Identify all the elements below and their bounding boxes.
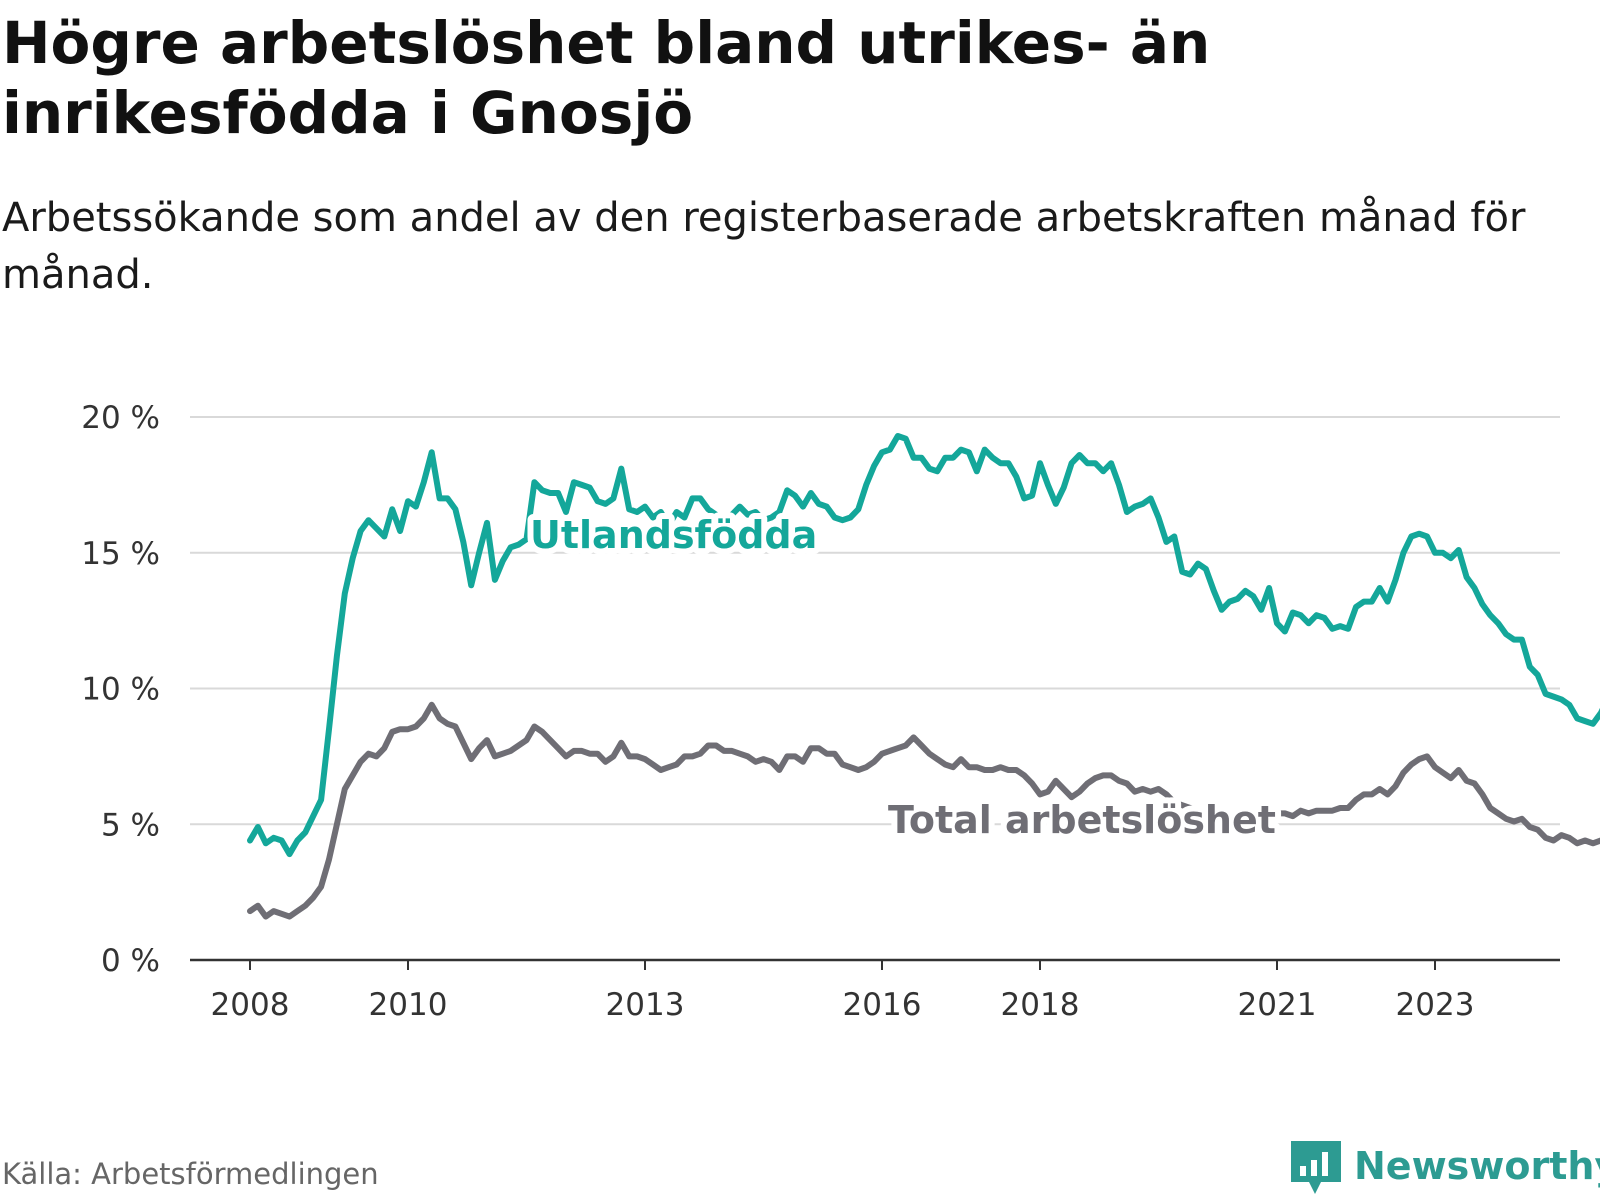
source-note: Källa: Arbetsförmedlingen xyxy=(2,1157,379,1191)
label-utlandsfodda: Utlandsfödda xyxy=(530,513,817,557)
x-tick-label: 2018 xyxy=(1001,987,1080,1023)
label-total-arbetsloshet-halo: Total arbetslöshet xyxy=(888,798,1276,842)
total-line xyxy=(247,701,1600,920)
y-tick-label: 10 % xyxy=(81,672,160,708)
y-axis-ticks: 0 % 5 % 10 % 15 % 20 % xyxy=(81,400,160,979)
x-tick-label: 2021 xyxy=(1238,987,1317,1023)
gridlines xyxy=(190,416,1560,826)
brand-name: Newsworthy xyxy=(1354,1144,1600,1188)
label-total-arbetsloshet: Total arbetslöshet xyxy=(888,798,1276,842)
line-chart: 0 %5 %10 %15 %20 % 2008 2010 2013 2016 2018 2… xyxy=(81,400,1600,1023)
series-lines xyxy=(247,433,1600,920)
newsworthy-logo-icon xyxy=(1291,1141,1341,1194)
y-tick-label: 20 % xyxy=(81,400,160,436)
y-tick-label: 15 % xyxy=(81,536,160,572)
y-tick-label: 5 % xyxy=(101,807,160,843)
chart-subtitle: Arbetssökande som andel av den registerb… xyxy=(2,195,1526,298)
x-tick-label: 2023 xyxy=(1396,987,1475,1023)
label-utlandsfodda-halo: Utlandsfödda xyxy=(530,513,817,557)
foreign-born-line xyxy=(247,433,1600,858)
y-tick-label: 0 % xyxy=(101,943,160,979)
x-tick-label: 2016 xyxy=(843,987,922,1023)
x-tick-label: 2013 xyxy=(606,987,685,1023)
x-tick-label: 2008 xyxy=(211,987,290,1023)
chart-title: Högre arbetslöshet bland utrikes- än inr… xyxy=(2,9,1211,147)
x-tick-label: 2010 xyxy=(369,987,448,1023)
x-axis: 2008 2010 2013 2016 2018 2021 2023 xyxy=(190,958,1560,1023)
